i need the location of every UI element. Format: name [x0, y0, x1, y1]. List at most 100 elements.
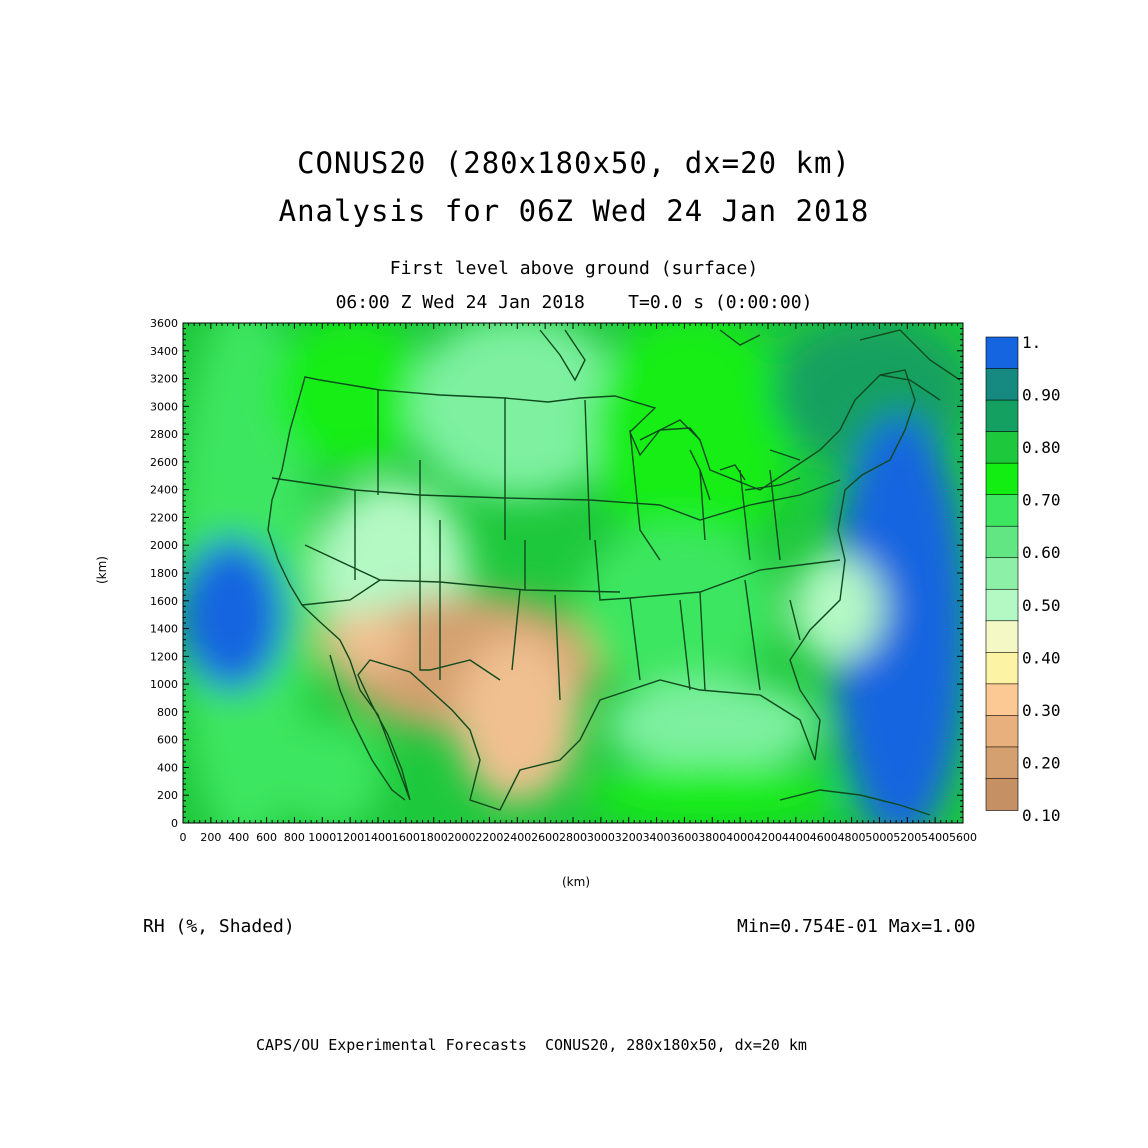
y-tick-label-1400: 1400 — [150, 623, 178, 636]
colorbar-label-8: 0.20 — [1022, 753, 1061, 772]
x-tick-label-3400: 3400 — [643, 831, 671, 844]
x-tick-label-1200: 1200 — [336, 831, 364, 844]
colorbar-label-1: 0.90 — [1022, 386, 1061, 405]
x-tick-label-2600: 2600 — [531, 831, 559, 844]
title-line-1: CONUS20 (280x180x50, dx=20 km) — [297, 146, 851, 180]
colorbar-swatch-10 — [985, 652, 1019, 685]
axis-ticks — [182, 322, 964, 824]
axis-tick-labels: 0 200 400 600 800 1000 1200 1400 1600 1800 2000 220… — [150, 317, 977, 844]
y-tick-label-400: 400 — [157, 761, 178, 774]
cuba-outline — [779, 789, 931, 816]
x-tick-label-4600: 4600 — [810, 831, 838, 844]
x-tick-label-400: 400 — [228, 831, 249, 844]
colorbar-label-9: 0.10 — [1022, 806, 1061, 825]
x-tick-label-1600: 1600 — [392, 831, 420, 844]
rh-region-15 — [275, 720, 383, 823]
colorbar-label-3: 0.70 — [1022, 491, 1061, 510]
x-tick-label-4200: 4200 — [754, 831, 782, 844]
state-lines — [271, 390, 841, 701]
time-subtitle: 06:00 Z Wed 24 Jan 2018 T=0.0 s (0:00:00… — [335, 292, 813, 313]
x-tick-label-1000: 1000 — [308, 831, 336, 844]
y-tick-label-2200: 2200 — [150, 511, 178, 524]
x-tick-label-2800: 2800 — [559, 831, 587, 844]
rh-region-5 — [831, 414, 963, 823]
colorbar-swatch-9 — [985, 620, 1019, 654]
colorbar-swatch-8 — [985, 588, 1019, 622]
y-axis-label: (km) — [95, 555, 110, 585]
colorbar-swatch-4 — [985, 462, 1019, 496]
us-outline — [267, 369, 916, 811]
colorbar-labels: 1. 0.90 0.80 0.70 0.60 0.50 0.40 0.30 0.20 0.10 — [1022, 333, 1061, 825]
y-tick-label-3200: 3200 — [150, 373, 178, 386]
rh-shaded-field — [183, 323, 963, 823]
y-tick-label-3600: 3600 — [150, 317, 178, 330]
x-tick-label-200: 200 — [200, 831, 221, 844]
colorbar-swatch-12 — [985, 715, 1019, 748]
rh-region-11 — [577, 523, 778, 692]
level-subtitle: First level above ground (surface) — [389, 258, 759, 279]
baja-outline — [329, 654, 406, 801]
rh-region-3 — [591, 323, 791, 557]
x-tick-label-0: 0 — [180, 831, 187, 844]
colorbar-swatch-2 — [985, 399, 1019, 433]
y-tick-label-2000: 2000 — [150, 539, 178, 552]
y-tick-label-2800: 2800 — [150, 428, 178, 441]
x-tick-label-3000: 3000 — [587, 831, 615, 844]
x-tick-label-3800: 3800 — [698, 831, 726, 844]
colorbar-label-5: 0.50 — [1022, 596, 1061, 615]
y-tick-label-2400: 2400 — [150, 484, 178, 497]
x-tick-label-2400: 2400 — [503, 831, 531, 844]
rh-region-6 — [183, 538, 286, 692]
colorbar-swatch-13 — [985, 746, 1019, 780]
title-line-2: Analysis for 06Z Wed 24 Jan 2018 — [278, 194, 870, 228]
colorbar-swatch-7 — [985, 557, 1019, 591]
x-tick-label-3200: 3200 — [615, 831, 643, 844]
y-tick-label-0: 0 — [171, 817, 178, 830]
y-tick-label-3000: 3000 — [150, 400, 178, 413]
variable-label: RH (%, Shaded) — [143, 916, 295, 937]
colorbar-swatch-1 — [985, 368, 1019, 401]
us-borders — [267, 329, 961, 816]
colorbar-swatch-5 — [985, 494, 1019, 527]
footer-credit: CAPS/OU Experimental Forecasts CONUS20, … — [256, 1036, 807, 1054]
colorbar-swatch-3 — [985, 431, 1019, 464]
y-tick-label-2600: 2600 — [150, 456, 178, 469]
colorbar-label-6: 0.40 — [1022, 648, 1061, 667]
rh-region-2 — [410, 323, 625, 498]
x-tick-label-4000: 4000 — [726, 831, 754, 844]
colorbar-label-0: 1. — [1022, 333, 1041, 352]
colorbar-swatch-0 — [985, 336, 1019, 370]
x-tick-label-5000: 5000 — [865, 831, 893, 844]
colorbar — [985, 336, 1019, 811]
colorbar-swatch-14 — [985, 778, 1019, 811]
rh-region-1 — [273, 323, 427, 469]
colorbar-label-7: 0.30 — [1022, 701, 1061, 720]
x-tick-label-2200: 2200 — [475, 831, 503, 844]
x-tick-label-3600: 3600 — [670, 831, 698, 844]
x-tick-label-1800: 1800 — [420, 831, 448, 844]
y-tick-label-600: 600 — [157, 734, 178, 747]
y-tick-label-800: 800 — [157, 706, 178, 719]
x-axis-label: (km) — [562, 875, 591, 889]
y-tick-label-200: 200 — [157, 789, 178, 802]
y-tick-label-1200: 1200 — [150, 650, 178, 663]
great-lakes — [639, 427, 801, 501]
rh-region-14 — [589, 764, 835, 823]
y-tick-label-3400: 3400 — [150, 345, 178, 358]
x-tick-label-4400: 4400 — [782, 831, 810, 844]
x-tick-label-600: 600 — [256, 831, 277, 844]
x-tick-label-2000: 2000 — [448, 831, 476, 844]
x-tick-label-1400: 1400 — [364, 831, 392, 844]
x-tick-label-5400: 5400 — [921, 831, 949, 844]
x-tick-label-800: 800 — [284, 831, 305, 844]
rh-region-9 — [318, 611, 411, 673]
rh-region-13 — [791, 554, 884, 662]
x-tick-label-5600: 5600 — [949, 831, 977, 844]
rh-region-10 — [456, 634, 579, 803]
x-tick-label-5200: 5200 — [893, 831, 921, 844]
colorbar-swatch-6 — [985, 525, 1019, 559]
y-tick-label-1000: 1000 — [150, 678, 178, 691]
colorbar-label-4: 0.60 — [1022, 543, 1061, 562]
rh-region-12 — [605, 679, 820, 772]
